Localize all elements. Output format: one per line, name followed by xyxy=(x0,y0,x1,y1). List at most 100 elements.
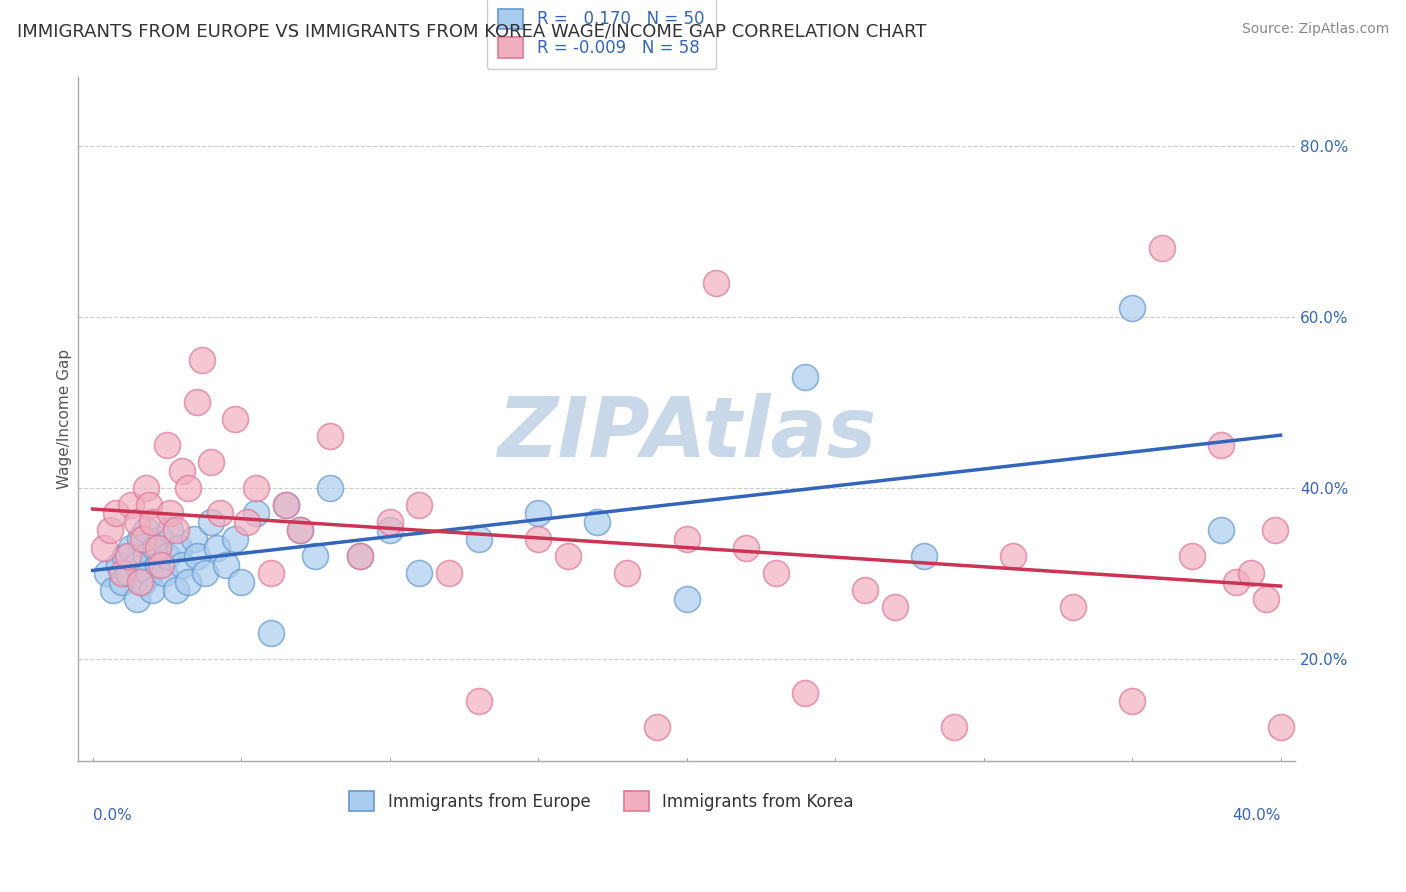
Point xyxy=(93,541,115,555)
Point xyxy=(586,515,609,529)
Point xyxy=(349,549,371,563)
Point xyxy=(183,532,205,546)
Point xyxy=(117,566,139,581)
Point xyxy=(1264,524,1286,538)
Point xyxy=(159,507,181,521)
Point xyxy=(883,600,905,615)
Point xyxy=(319,429,342,443)
Point xyxy=(378,515,401,529)
Point xyxy=(735,541,758,555)
Point xyxy=(1211,438,1233,452)
Point xyxy=(304,549,326,563)
Point xyxy=(245,481,267,495)
Point xyxy=(176,481,198,495)
Point xyxy=(135,524,157,538)
Point xyxy=(146,541,169,555)
Point xyxy=(120,498,142,512)
Point xyxy=(1211,524,1233,538)
Text: 0.0%: 0.0% xyxy=(93,808,131,823)
Point xyxy=(704,276,727,290)
Point xyxy=(260,566,283,581)
Point xyxy=(1180,549,1202,563)
Point xyxy=(132,532,155,546)
Point xyxy=(200,515,222,529)
Point xyxy=(143,541,166,555)
Point xyxy=(437,566,460,581)
Point xyxy=(260,626,283,640)
Point xyxy=(129,574,152,589)
Point xyxy=(135,481,157,495)
Point xyxy=(557,549,579,563)
Point xyxy=(141,583,163,598)
Point xyxy=(645,720,668,734)
Point xyxy=(207,541,229,555)
Point xyxy=(1121,694,1143,708)
Point xyxy=(165,524,187,538)
Point xyxy=(1270,720,1292,734)
Point xyxy=(100,524,122,538)
Point xyxy=(117,549,139,563)
Point xyxy=(1121,301,1143,316)
Point xyxy=(103,583,125,598)
Point xyxy=(675,532,697,546)
Point xyxy=(675,591,697,606)
Point xyxy=(127,591,149,606)
Point xyxy=(96,566,118,581)
Text: Source: ZipAtlas.com: Source: ZipAtlas.com xyxy=(1241,22,1389,37)
Point xyxy=(274,498,297,512)
Point xyxy=(138,498,160,512)
Point xyxy=(127,515,149,529)
Point xyxy=(942,720,965,734)
Point xyxy=(1062,600,1084,615)
Point xyxy=(245,507,267,521)
Point xyxy=(1150,241,1173,255)
Point xyxy=(170,464,193,478)
Point xyxy=(194,566,217,581)
Point xyxy=(129,532,152,546)
Point xyxy=(153,566,176,581)
Point xyxy=(111,574,134,589)
Point xyxy=(200,455,222,469)
Point xyxy=(120,541,142,555)
Text: IMMIGRANTS FROM EUROPE VS IMMIGRANTS FROM KOREA WAGE/INCOME GAP CORRELATION CHAR: IMMIGRANTS FROM EUROPE VS IMMIGRANTS FRO… xyxy=(17,22,927,40)
Point xyxy=(527,507,550,521)
Point xyxy=(912,549,935,563)
Point xyxy=(467,694,489,708)
Legend: Immigrants from Europe, Immigrants from Korea: Immigrants from Europe, Immigrants from … xyxy=(339,781,863,822)
Point xyxy=(209,507,232,521)
Point xyxy=(108,558,131,572)
Point xyxy=(794,369,817,384)
Point xyxy=(132,574,155,589)
Point xyxy=(191,352,214,367)
Point xyxy=(408,498,430,512)
Point xyxy=(114,549,136,563)
Point xyxy=(1002,549,1025,563)
Point xyxy=(236,515,259,529)
Point xyxy=(224,412,246,426)
Point xyxy=(853,583,876,598)
Point xyxy=(215,558,238,572)
Point xyxy=(127,558,149,572)
Point xyxy=(467,532,489,546)
Point xyxy=(319,481,342,495)
Point xyxy=(146,558,169,572)
Point xyxy=(527,532,550,546)
Point xyxy=(229,574,252,589)
Point xyxy=(111,566,134,581)
Y-axis label: Wage/Income Gap: Wage/Income Gap xyxy=(58,350,72,490)
Text: ZIPAtlas: ZIPAtlas xyxy=(496,392,876,474)
Point xyxy=(290,524,312,538)
Point xyxy=(156,549,179,563)
Point xyxy=(224,532,246,546)
Point xyxy=(105,507,128,521)
Point xyxy=(1254,591,1277,606)
Point xyxy=(138,566,160,581)
Text: 40.0%: 40.0% xyxy=(1232,808,1281,823)
Point xyxy=(176,574,198,589)
Point xyxy=(156,438,179,452)
Point xyxy=(274,498,297,512)
Point xyxy=(408,566,430,581)
Point xyxy=(135,549,157,563)
Point xyxy=(349,549,371,563)
Point xyxy=(149,532,172,546)
